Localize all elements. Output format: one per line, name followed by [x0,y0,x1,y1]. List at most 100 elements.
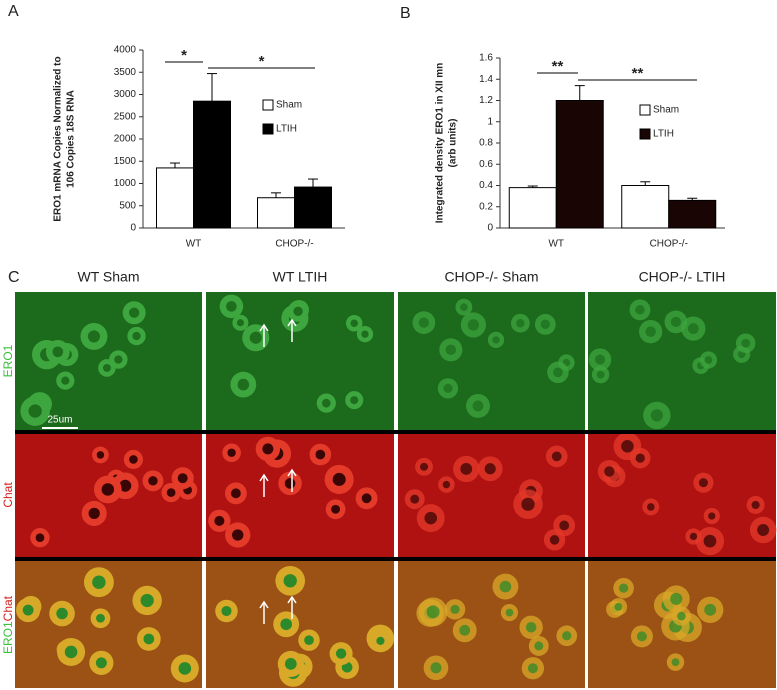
nucleus [687,323,699,335]
arrow-head [259,600,269,609]
legend-swatch [262,99,274,111]
nucleus [361,493,372,504]
nucleus [22,604,34,616]
row-label-part: Chat [1,595,15,621]
nucleus [114,355,123,364]
error-bar [527,185,538,188]
error-bar [308,178,318,188]
nucleus [64,645,78,659]
y-tick-label: 1.2 [479,95,493,106]
nucleus [505,608,514,617]
nucleus [516,318,525,328]
row-label: ERO1Chat [1,595,15,654]
y-tick-label: 0.2 [479,201,493,212]
x-tick-label: WT [548,239,564,250]
nucleus [460,463,473,475]
nucleus [237,378,250,391]
nucleus [671,658,680,667]
y-tick-label: 1 [487,116,493,127]
nucleus [484,463,496,475]
nucleus [418,317,429,328]
nucleus [420,462,429,471]
y-tick-label: 0.6 [479,159,493,170]
nucleus [757,524,770,536]
nucleus [459,624,471,636]
nucleus [283,574,297,588]
nucleus [335,648,347,659]
bar [294,186,332,229]
nucleus [226,301,237,312]
nucleus [551,451,562,462]
nucleus [280,618,292,631]
bar [668,199,717,229]
nucleus [540,319,551,330]
nucleus [410,494,420,504]
nucleus [704,356,713,364]
nucleus [232,529,244,541]
nucleus [443,383,453,393]
y-tick-label: 1.4 [479,74,493,85]
y-axis-label: Integrated density ERO1 in XII mn [435,63,446,224]
nucleus [650,409,664,422]
y-axis-label: 106 Copies 18S RNA [66,90,77,188]
nucleus [101,483,115,496]
nucleus [87,330,101,343]
nucleus [698,478,708,488]
nucleus [92,575,106,589]
error-bar [170,162,180,168]
y-tick-label: 500 [119,200,136,211]
nucleus [708,512,716,520]
nucleus [214,515,225,526]
significance-label: * [181,47,187,64]
nucleus [56,607,68,620]
bar [508,187,557,229]
error-bar [687,197,698,201]
nucleus [525,622,537,633]
significance-label: ** [552,58,564,75]
nucleus [221,605,232,617]
nucleus [670,592,683,605]
nucleus [293,306,303,317]
nucleus [262,443,274,455]
nucleus [102,363,111,372]
nucleus [450,604,460,614]
arrow-head [287,318,297,327]
nucleus [230,488,241,499]
nucleus [445,344,457,356]
arrow-head [287,468,297,477]
nucleus [499,580,512,593]
legend-swatch [639,104,651,116]
nucleus [704,603,717,616]
nucleus [614,602,623,611]
bar [156,167,194,229]
y-tick-label: 0.4 [479,180,493,191]
row-separator [15,557,776,561]
nucleus [178,662,192,675]
nucleus [249,331,262,344]
x-tick-label: WT [186,239,202,250]
y-tick-label: 0 [130,223,136,234]
nucleus [527,663,538,674]
nucleus [426,605,440,619]
nucleus [96,451,105,459]
y-tick-label: 1500 [114,156,137,167]
nucleus [492,336,500,344]
y-tick-label: 0 [487,223,493,234]
y-tick-label: 3000 [114,89,137,100]
legend-label: LTIH [653,129,674,140]
nucleus [166,488,176,497]
nucleus [472,400,484,412]
row-label: Chat [1,482,15,508]
arrow-head [259,323,269,332]
legend-label: Sham [653,105,679,116]
row-label-part: ERO1 [1,621,15,654]
nucleus [52,346,64,358]
nucleus [304,635,314,646]
panel-label: B [400,5,411,22]
nucleus [562,631,572,641]
nucleus [618,583,629,593]
nucleus [647,503,655,511]
y-tick-label: 3500 [114,67,137,78]
error-bar [640,181,651,186]
nucleus [635,453,645,463]
